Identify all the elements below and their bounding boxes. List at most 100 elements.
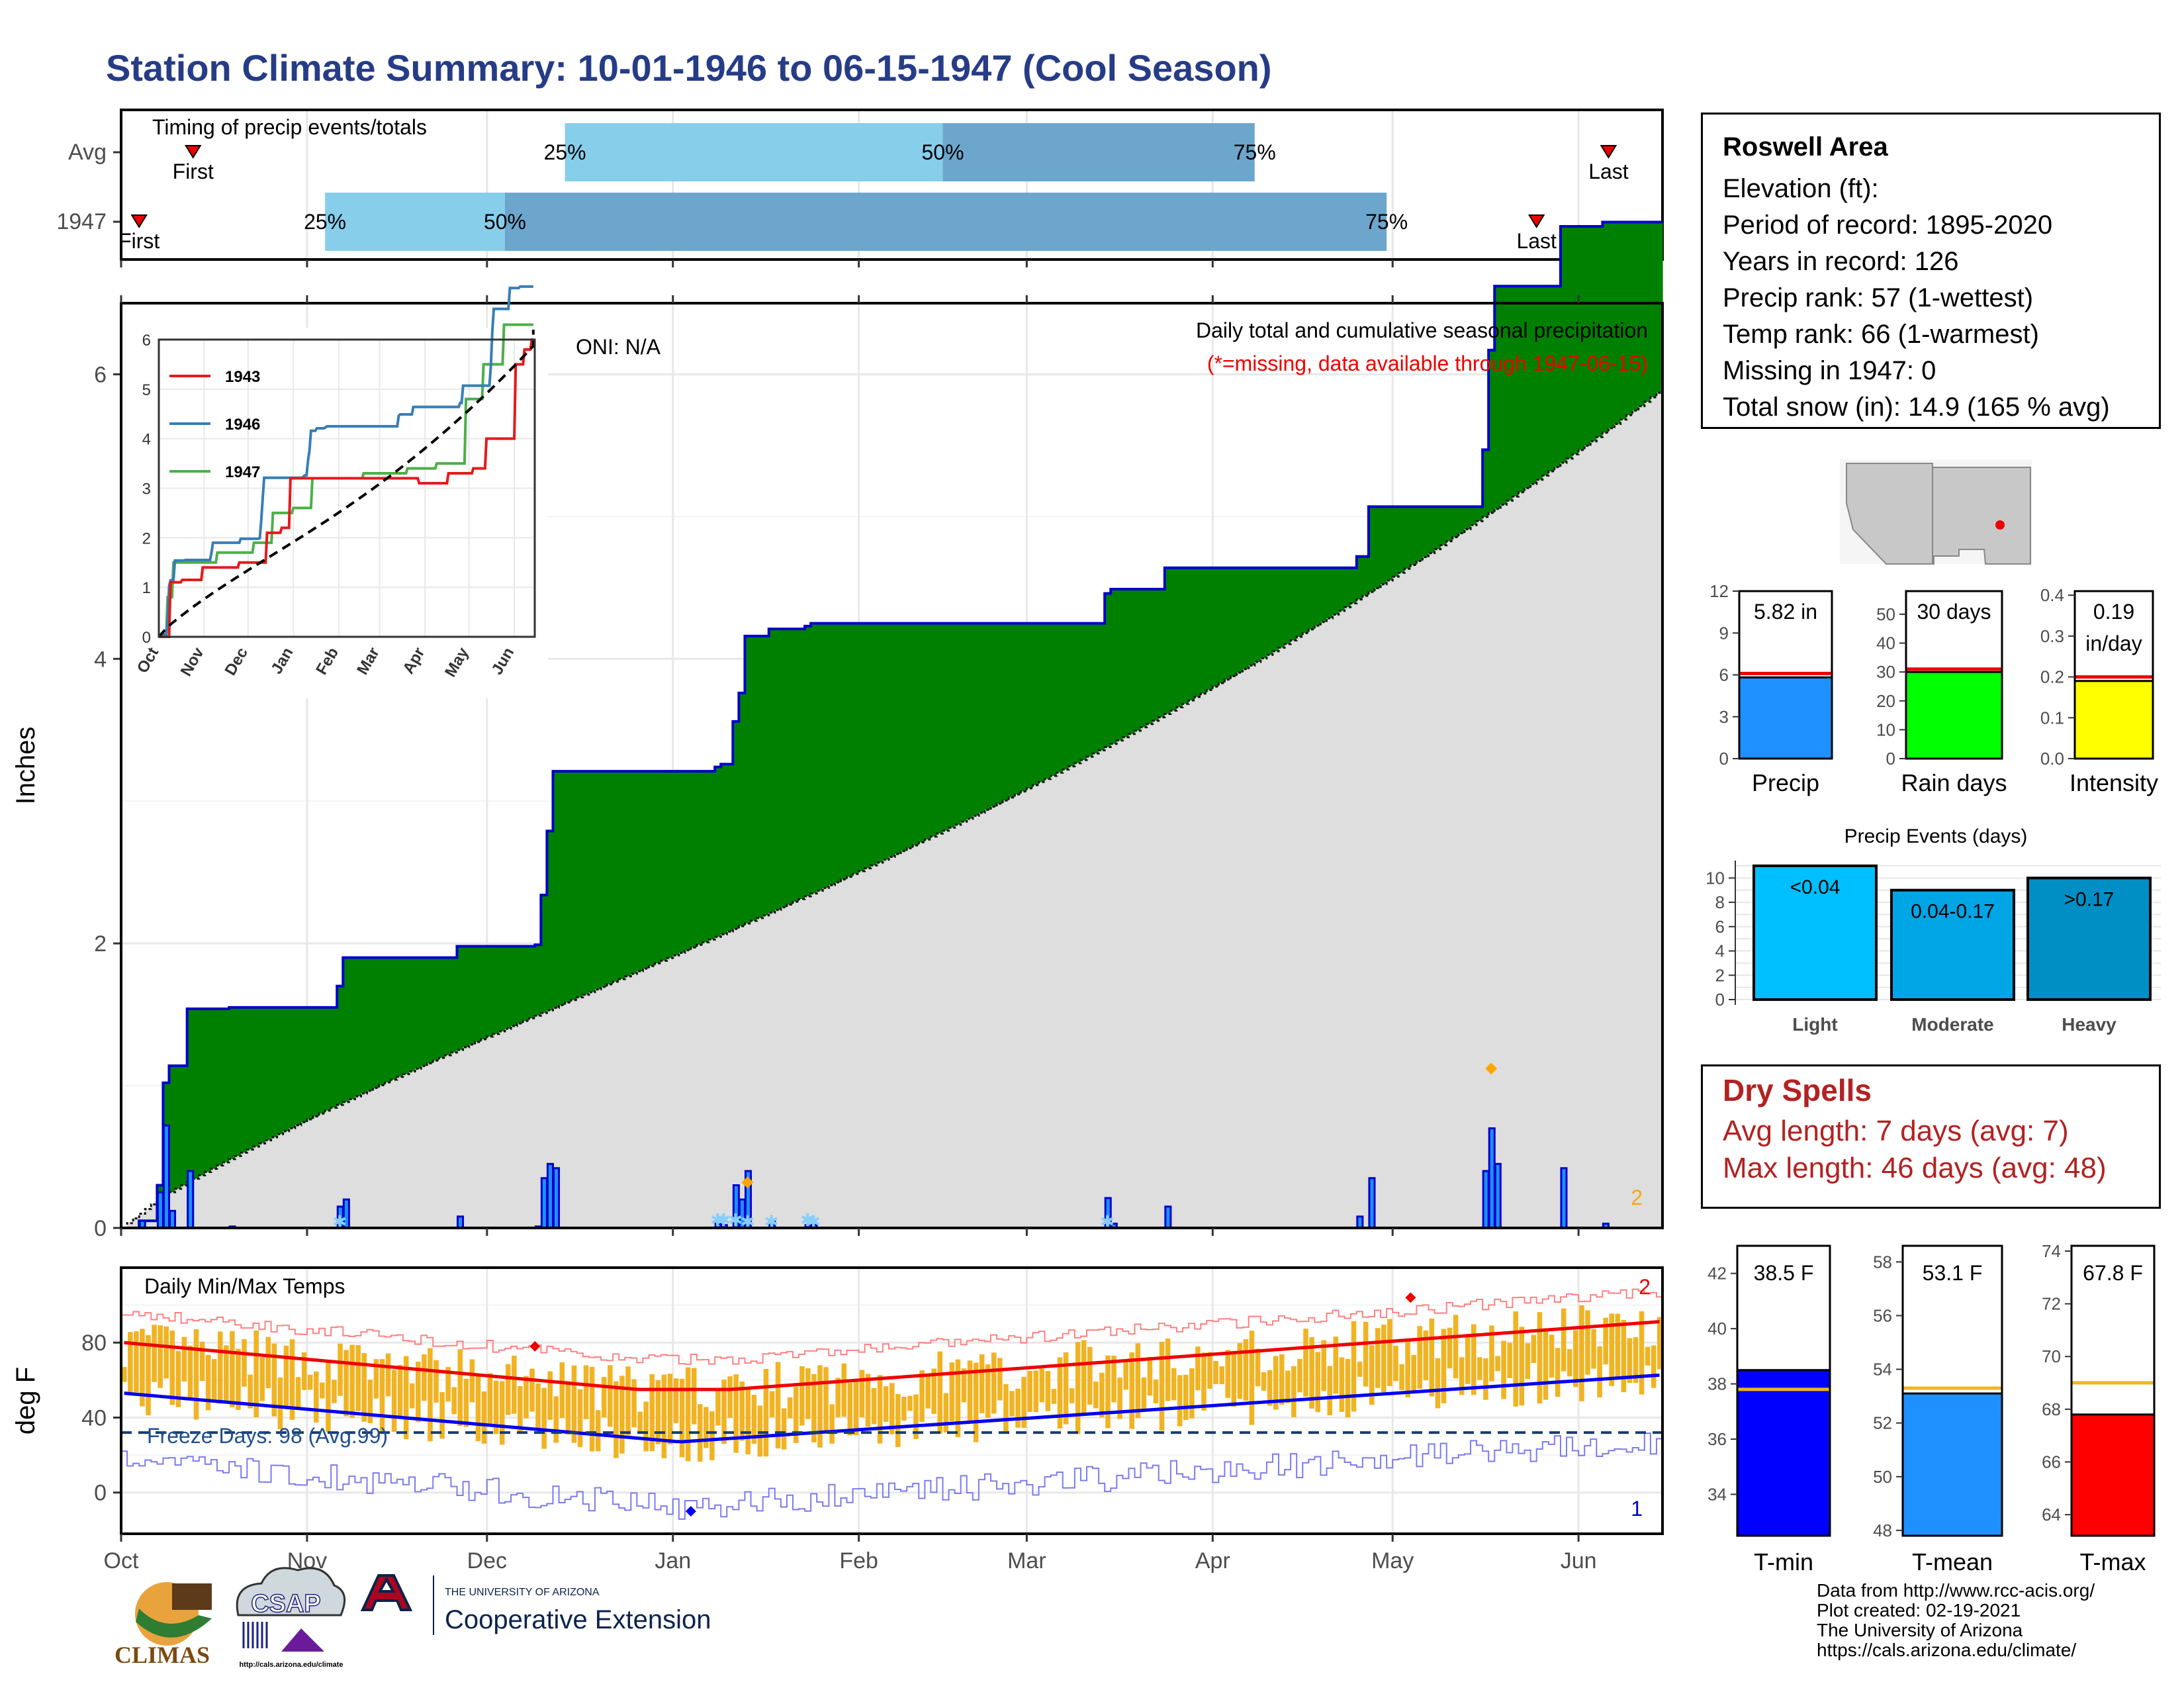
precip-anomaly-shade — [1254, 567, 1261, 663]
precip-anomaly-shade — [1326, 567, 1334, 619]
daily-temp-bar — [1453, 1315, 1459, 1379]
temp-bar-label: T-mean — [1912, 1548, 1993, 1575]
precip-anomaly-shade — [271, 1007, 278, 1138]
temp-bar-label: T-min — [1754, 1548, 1813, 1575]
oni-label: ONI: N/A — [576, 335, 661, 359]
precip-anomaly-shade — [247, 1007, 253, 1150]
precip-anomaly-shade — [547, 831, 554, 1011]
precip-anomaly-shade — [1212, 567, 1219, 687]
temp-y-tick-label: 40 — [81, 1405, 107, 1430]
daily-temp-bar — [961, 1368, 967, 1403]
temp-panel-border — [120, 1266, 1664, 1535]
precip-y-tick-label: 4 — [94, 647, 107, 672]
temp-bar-fill — [1901, 1392, 2003, 1537]
missing-count: 2 — [1631, 1186, 1643, 1209]
climas-logo-text: CLIMAS — [114, 1642, 210, 1668]
daily-temp-bar — [1561, 1308, 1567, 1372]
daily-temp-bar — [1375, 1328, 1381, 1388]
daily-temp-bar — [499, 1381, 505, 1445]
precip-anomaly-shade — [1548, 286, 1555, 472]
precip-anomaly-shade — [337, 986, 343, 1105]
daily-temp-bar — [775, 1362, 781, 1449]
daily-temp-bar — [1027, 1371, 1032, 1413]
daily-precip-bar — [168, 1209, 177, 1229]
precip-anomaly-shade — [517, 946, 523, 1024]
daily-temp-bar — [403, 1356, 409, 1440]
precip-anomaly-shade — [1596, 226, 1603, 438]
precip-anomaly-shade — [1626, 222, 1633, 416]
precip-anomaly-shade — [1536, 286, 1543, 480]
dry-spells-box: Dry Spells Avg length: 7 days (avg: 7) M… — [1701, 1064, 2161, 1209]
daily-temp-bar — [811, 1374, 817, 1442]
daily-temp-bar — [1213, 1360, 1218, 1384]
precip-anomaly-shade — [529, 946, 535, 1019]
temp-bar-tick-label: 66 — [2042, 1452, 2061, 1472]
daily-temp-bar — [1339, 1357, 1345, 1412]
precip-anomaly-shade — [1038, 623, 1046, 782]
precip-anomaly-shade — [919, 623, 925, 843]
normal-max-line — [124, 1320, 1660, 1391]
precip-anomaly-shade — [1656, 222, 1663, 393]
daily-temp-bar — [175, 1350, 181, 1407]
daily-temp-bar — [355, 1344, 361, 1411]
inset-bg — [122, 328, 548, 698]
precip-anomaly-shade — [421, 957, 428, 1066]
event-category-label: Moderate — [1911, 1014, 1993, 1035]
timing-first-marker — [130, 214, 148, 228]
precip-anomaly-shade — [469, 946, 476, 1045]
daily-temp-bar — [1201, 1352, 1206, 1411]
daily-temp-bar — [1321, 1340, 1327, 1391]
daily-temp-bar — [1177, 1375, 1183, 1427]
precip-anomaly-shade — [241, 1007, 248, 1153]
precip-anomaly-shade — [1009, 623, 1015, 798]
precip-anomaly-shade — [780, 629, 788, 908]
station-elevation: Elevation (ft): — [1723, 174, 1879, 203]
daily-temp-bar — [1549, 1335, 1555, 1378]
csap-logo-cloud — [236, 1567, 346, 1617]
daily-temp-bar — [541, 1387, 547, 1449]
precip-anomaly-shade — [492, 946, 500, 1035]
station-missing: Missing in 1947: 0 — [1723, 356, 1936, 385]
precip-anomaly-shade — [1134, 588, 1142, 731]
daily-temp-bar — [1465, 1335, 1471, 1384]
precip-anomaly-shade — [948, 623, 956, 828]
daily-temp-bar — [883, 1386, 889, 1422]
precip-anomaly-shade — [1398, 506, 1405, 573]
snow-marker: ✱ — [741, 1211, 755, 1231]
daily-precip-bar — [1368, 1177, 1376, 1229]
daily-temp-bar — [679, 1378, 685, 1458]
daily-temp-bar — [1645, 1346, 1651, 1366]
precip-anomaly-shade — [1602, 222, 1610, 433]
precip-anomaly-shade — [1003, 623, 1009, 801]
precip-anomaly-shade — [1368, 506, 1375, 592]
snow-marker: ✱ — [800, 1210, 815, 1230]
ua-logo-big-text: Cooperative Extension — [445, 1605, 711, 1634]
precip-anomaly-shade — [1584, 226, 1591, 446]
daily-temp-bar — [1147, 1356, 1153, 1396]
timing-label: Timing of precip events/totals — [152, 115, 427, 139]
record-low-count: 1 — [1631, 1497, 1643, 1521]
precip-anomaly-shade — [1416, 506, 1424, 561]
inset-legend-label: 1943 — [225, 368, 260, 386]
timing-last-marker — [1527, 214, 1545, 228]
precip-anomaly-shade — [1026, 623, 1034, 788]
precip-anomaly-shade — [1206, 567, 1213, 690]
daily-temp-bar — [685, 1367, 691, 1462]
daily-temp-bar — [1225, 1350, 1231, 1398]
station-temp-rank: Temp rank: 66 (1-warmest) — [1723, 320, 2039, 349]
precip-anomaly-shade — [1087, 623, 1093, 757]
daily-temp-bar — [841, 1363, 847, 1417]
daily-temp-bar — [691, 1368, 697, 1425]
precip-anomaly-shade — [715, 767, 721, 937]
daily-temp-bar — [1243, 1339, 1249, 1401]
precip-anomaly-shade — [379, 957, 386, 1086]
precip-anomaly-shade — [283, 1007, 290, 1131]
precip-anomaly-shade — [1344, 567, 1351, 608]
precip-anomaly-shade — [1032, 623, 1040, 786]
page-title: Station Climate Summary: 10-01-1946 to 0… — [106, 47, 1272, 89]
precip-anomaly-shade — [1189, 567, 1195, 701]
daily-temp-bar — [128, 1332, 133, 1393]
precip-anomaly-shade — [631, 771, 637, 974]
daily-temp-bar — [1063, 1352, 1069, 1425]
summary-bar-tick-label: 40 — [1876, 633, 1895, 653]
